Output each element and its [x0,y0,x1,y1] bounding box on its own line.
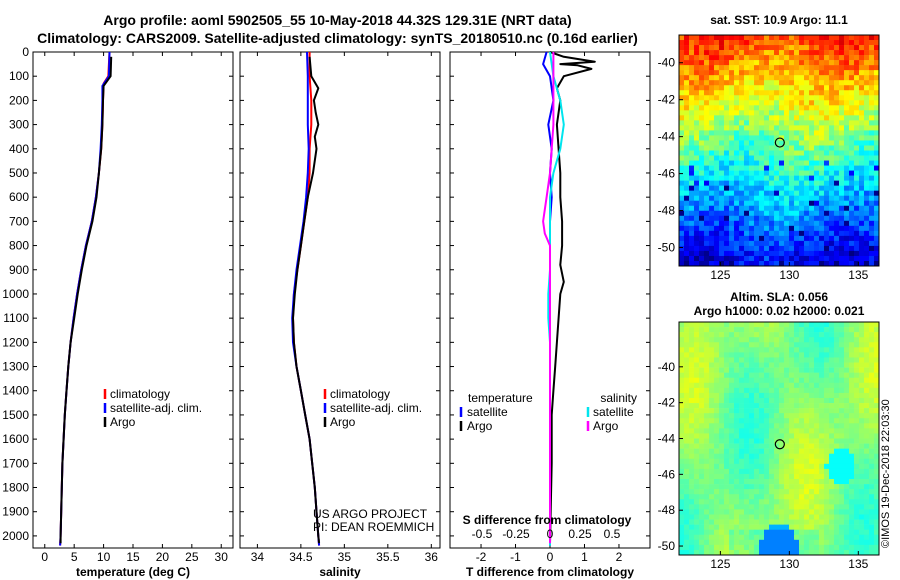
map-subtitle-sla: Argo h1000: 0.02 h2000: 0.021 [694,304,865,318]
series-line-sal-0 [292,52,321,546]
secondary-axis-label: S difference from climatology [463,513,632,527]
x-axis-label: temperature (deg C) [76,565,190,579]
secondary-tick-label: -0.5 [472,527,493,541]
x-tick-label: 15 [126,550,140,564]
argo-location-marker [774,137,785,148]
legend-label: Argo [593,419,619,433]
y-tick-label: 400 [9,142,29,156]
x-tick-label: 30 [215,550,229,564]
map-y-tick-label: -50 [658,539,676,553]
argo-location-marker [774,439,785,450]
series-line-sal-2 [292,56,321,544]
x-tick-label: 0 [547,550,554,564]
y-tick-label: 1600 [2,432,29,446]
y-tick-label: 1700 [2,456,29,470]
x-axis-label: salinity [319,565,361,579]
map-y-tick-label: -40 [658,56,676,70]
map-y-tick-label: -50 [658,241,676,255]
legend-label: satellite-adj. clim. [330,401,422,415]
legend-label: climatology [330,387,390,401]
y-tick-label: 2000 [2,529,29,543]
map-y-tick-label: -42 [658,396,676,410]
x-tick-label: 1 [581,550,588,564]
y-tick-label: 1400 [2,384,29,398]
y-tick-label: 1200 [2,335,29,349]
map-y-tick-label: -44 [658,432,676,446]
title-line-1: Argo profile: aoml 5902505_55 10-May-201… [103,12,572,28]
x-tick-label: -2 [476,550,487,564]
y-tick-label: 1000 [2,287,29,301]
y-tick-label: 1300 [2,360,29,374]
legend-label: climatology [110,387,170,401]
x-tick-label: 2 [616,550,623,564]
map-y-tick-label: -44 [658,130,676,144]
y-tick-label: 200 [9,93,29,107]
legend-header: temperature [468,391,533,405]
map-x-tick-label: 135 [848,268,868,282]
legend-label: satellite [467,405,508,419]
map-title-sla: Altim. SLA: 0.056 [730,290,828,304]
map-x-tick-label: 125 [710,268,730,282]
y-tick-label: 600 [9,190,29,204]
map-y-tick-label: -46 [658,167,676,181]
legend-label: satellite-adj. clim. [110,401,202,415]
map-y-tick-label: -48 [658,204,676,218]
x-tick-label: 36 [425,550,439,564]
legend-label: satellite [593,405,634,419]
legend-header: salinity [600,391,637,405]
legend-label: Argo [467,419,493,433]
secondary-tick-label: 0.5 [604,527,621,541]
x-tick-label: 10 [97,550,111,564]
y-tick-label: 1900 [2,505,29,519]
y-tick-label: 1100 [3,311,29,325]
x-tick-label: 35 [338,550,352,564]
x-tick-label: 35.5 [376,550,400,564]
legend-label: Argo [110,415,136,429]
y-tick-label: 1800 [2,481,29,495]
legend-label: Argo [330,415,356,429]
secondary-tick-label: -0.25 [502,527,530,541]
series-line-diff-1 [549,51,596,544]
map-y-tick-label: -48 [658,503,676,517]
y-tick-label: 0 [22,45,29,59]
y-tick-label: 100 [9,69,29,83]
x-tick-label: 20 [156,550,170,564]
y-tick-label: 300 [9,118,29,132]
series-line-diff-3 [542,52,555,544]
secondary-tick-label: 0.25 [568,527,592,541]
x-tick-label: 34.5 [289,550,313,564]
y-tick-label: 500 [9,166,29,180]
map-heatmap-sla [679,322,880,556]
map-y-tick-label: -40 [658,360,676,374]
x-axis-label: T difference from climatology [466,565,634,579]
map-x-tick-label: 130 [779,557,799,571]
map-frame-sst [678,34,880,267]
map-x-tick-label: 125 [710,557,730,571]
x-tick-label: -1 [510,550,521,564]
map-title-sst: sat. SST: 10.9 Argo: 11.1 [710,13,848,27]
map-y-tick-label: -42 [658,93,676,107]
x-tick-label: 25 [185,550,199,564]
map-x-tick-label: 135 [848,557,868,571]
series-line-sal-1 [291,51,321,546]
x-tick-label: 0 [41,550,48,564]
imos-stamp: ©IMOS 19-Dec-2018 22:03:30 [880,399,892,548]
x-tick-label: 34 [251,550,265,564]
y-tick-label: 900 [9,263,29,277]
map-x-tick-label: 130 [779,268,799,282]
plot-frame-sal [239,51,441,549]
map-y-tick-label: -46 [658,467,676,481]
y-tick-label: 800 [9,239,29,253]
annotation-text: US ARGO PROJECT [313,507,428,521]
x-tick-label: 5 [71,550,78,564]
title-line-2: Climatology: CARS2009. Satellite-adjuste… [37,30,638,46]
y-tick-label: 1500 [2,408,29,422]
map-heatmap-sst [679,35,880,267]
secondary-tick-label: 0 [547,527,554,541]
series-line-temp-2 [59,56,113,544]
annotation-text: PI: DEAN ROEMMICH [313,520,434,534]
y-tick-label: 700 [9,214,29,228]
